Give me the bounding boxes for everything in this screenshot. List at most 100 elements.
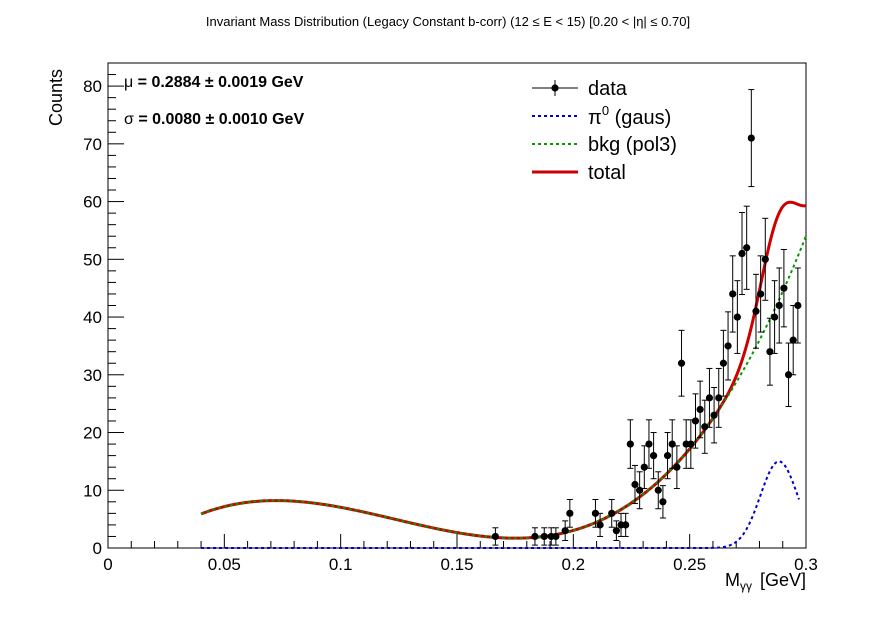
data-point [794, 267, 802, 344]
data-marker [608, 509, 616, 517]
data-marker [752, 307, 760, 315]
x-tick-label: 0 [103, 555, 112, 574]
x-axis-title-sub: γγ [740, 579, 752, 593]
data-marker [733, 313, 741, 321]
data-marker [626, 440, 634, 448]
data-point [784, 342, 793, 408]
data-marker [596, 521, 604, 529]
x-tick-labels: 0 0.05 0.1 0.15 0.2 0.25 0.3 [103, 555, 818, 574]
y-tick-label: 40 [83, 308, 102, 327]
x-tick-label: 0.05 [208, 555, 241, 574]
x-axis-title: Mγγ [GeV] [725, 570, 806, 593]
legend-label-signal: π0 (gaus) [588, 103, 671, 129]
data-marker [622, 521, 630, 529]
data-point [608, 499, 616, 528]
data-point [650, 432, 658, 480]
data-point [761, 217, 769, 301]
data-point [668, 419, 676, 469]
legend-label-bkg: bkg (pol3) [588, 134, 677, 156]
data-point [710, 386, 718, 444]
data-point [540, 527, 548, 546]
y-axis-title: Counts [46, 69, 66, 126]
data-point [775, 267, 783, 344]
data-marker [794, 301, 802, 310]
data-point [724, 311, 732, 381]
data-point [663, 432, 672, 480]
y-tick-label: 0 [93, 539, 102, 558]
data-point [780, 248, 788, 328]
data-marker [654, 486, 662, 494]
data-point [640, 445, 648, 490]
data-marker [701, 423, 709, 431]
data-point [531, 527, 539, 546]
data-marker [789, 336, 797, 344]
data-point [733, 280, 741, 354]
legend-signal-suffix: (gaus) [609, 107, 671, 129]
data-marker [780, 284, 788, 292]
stat-sigma: σ = 0.0080 ± 0.0010 GeV [124, 111, 304, 128]
data-marker [743, 244, 751, 252]
legend-entry-bkg: bkg (pol3) [532, 134, 677, 156]
stat-mu-value: = 0.2884 ± 0.0019 GeV [133, 74, 304, 91]
data-marker [719, 359, 728, 367]
x-tick-label: 0.15 [440, 555, 473, 574]
data-marker [729, 290, 737, 298]
data-marker [591, 509, 600, 517]
data-marker [631, 480, 639, 489]
data-marker [677, 359, 686, 367]
data-point [691, 393, 700, 449]
y-tick-label: 50 [83, 250, 102, 269]
data-point [596, 512, 604, 537]
x-tick-label: 0.1 [329, 555, 353, 574]
chart-title: Invariant Mass Distribution (Legacy Cons… [206, 14, 690, 29]
data-marker [770, 313, 779, 321]
data-marker [640, 463, 648, 471]
data-point [491, 527, 499, 546]
data-point [757, 255, 765, 333]
legend-entry-data: data [532, 78, 628, 100]
data-point [677, 329, 686, 397]
data-point [696, 380, 704, 439]
data-point [766, 317, 774, 386]
x-tick-label: 0.2 [562, 555, 586, 574]
data-point [659, 485, 667, 519]
data-marker [691, 417, 700, 425]
data-marker [552, 532, 560, 541]
data-marker [561, 527, 569, 535]
stat-mu: μ = 0.2884 ± 0.0019 GeV [124, 74, 304, 91]
data-marker [775, 301, 783, 310]
data-marker [531, 532, 539, 541]
y-tick-label: 60 [83, 193, 102, 212]
data-point [561, 520, 569, 541]
data-marker [766, 348, 774, 356]
total-fit-curve [200, 200, 807, 540]
data-marker [636, 486, 644, 494]
data-point [673, 445, 681, 490]
data-marker [738, 249, 746, 258]
stat-mu-symbol: μ [124, 74, 133, 91]
data-point [552, 527, 560, 546]
data-point [612, 520, 620, 541]
legend-signal-sup: 0 [602, 103, 609, 118]
axis-ticks [107, 62, 807, 549]
data-marker [659, 498, 667, 506]
legend-label-total: total [588, 162, 626, 184]
stat-sigma-symbol: σ [124, 111, 134, 128]
legend-entry-signal: π0 (gaus) [532, 103, 671, 129]
signal-gaus-curve [201, 460, 800, 549]
data-point [719, 329, 728, 397]
data-marker [673, 463, 681, 471]
legend: data π0 (gaus) bkg (pol3) total [532, 78, 677, 184]
data-marker [757, 290, 765, 298]
data-marker [491, 532, 499, 541]
fit-curves [200, 200, 807, 549]
plot-frame-rect [107, 62, 807, 549]
x-tick-label: 0.25 [673, 555, 706, 574]
y-tick-label: 10 [83, 481, 102, 500]
data-marker [566, 509, 574, 517]
data-point [631, 464, 639, 505]
legend-label-data: data [588, 78, 628, 100]
data-marker [612, 527, 620, 535]
data-marker [715, 394, 723, 402]
data-point [705, 367, 714, 428]
